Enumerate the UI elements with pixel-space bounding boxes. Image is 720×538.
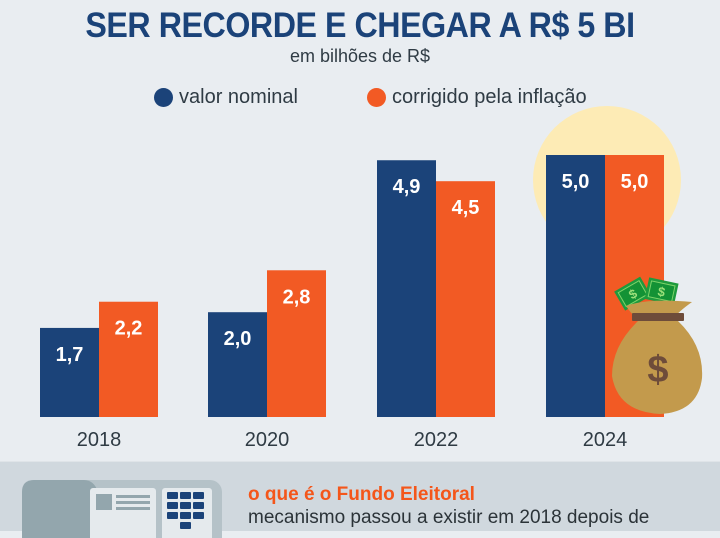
voting-machine-icon xyxy=(22,480,222,538)
chart-subtitle: em bilhões de R$ xyxy=(289,46,431,66)
data-label-nominal-2024: 5,0 xyxy=(562,171,590,193)
bar-nominal-2020 xyxy=(208,312,267,417)
x-axis-labels: 2018 2020 2022 2024 xyxy=(77,429,628,451)
svg-text:$: $ xyxy=(656,284,667,300)
data-label-nominal-2020: 2,0 xyxy=(224,328,252,350)
x-tick-label-2020: 2020 xyxy=(245,429,290,451)
bar-inflation-2022 xyxy=(436,181,495,417)
info-text: mecanismo passou a existir em 2018 depoi… xyxy=(248,507,650,528)
legend-label-nominal: valor nominal xyxy=(179,86,298,108)
data-label-inflation-2024: 5,0 xyxy=(621,171,649,193)
x-tick-label-2018: 2018 xyxy=(77,429,122,451)
bar-inflation-2018 xyxy=(99,301,158,417)
info-title: o que é o Fundo Eleitoral xyxy=(248,484,475,505)
bar-chart: 1,72,2 2,02,84,94,55,0 5,0 $ $ $ 2018 2020 2… xyxy=(40,106,703,451)
money-bag-icon: $ $ $ xyxy=(612,276,703,414)
legend-label-inflation: corrigido pela inflação xyxy=(392,86,587,108)
data-label-inflation-2020: 2,8 xyxy=(283,286,311,308)
legend-dot-inflation xyxy=(367,88,386,107)
data-label-nominal-2022: 4,9 xyxy=(393,176,421,198)
bar-nominal-2022 xyxy=(377,160,436,418)
data-label-inflation-2018: 2,2 xyxy=(115,318,143,340)
bar-nominal-2018 xyxy=(40,327,99,417)
bar-inflation-2020 xyxy=(267,270,326,417)
bar-nominal-2024 xyxy=(546,155,605,417)
x-tick-label-2024: 2024 xyxy=(583,429,628,451)
info-panel: o que é o Fundo Eleitoral mecanismo pass… xyxy=(0,461,720,538)
bars-group: 1,7 2,2 2,0 2,8 4,9 4,5 5,0 5,0 xyxy=(40,155,664,418)
data-label-inflation-2022: 4,5 xyxy=(452,197,480,219)
legend-item-inflation: corrigido pela inflação xyxy=(367,86,587,109)
svg-text:$: $ xyxy=(647,349,668,391)
data-label-nominal-2018: 1,7 xyxy=(56,344,84,366)
chart-title: SER RECORDE E CHEGAR A R$ 5 BI xyxy=(85,6,635,45)
legend: valor nominal corrigido pela inflação xyxy=(0,86,720,114)
legend-item-nominal: valor nominal xyxy=(154,86,298,109)
x-tick-label-2022: 2022 xyxy=(414,429,459,451)
legend-dot-nominal xyxy=(154,88,173,107)
